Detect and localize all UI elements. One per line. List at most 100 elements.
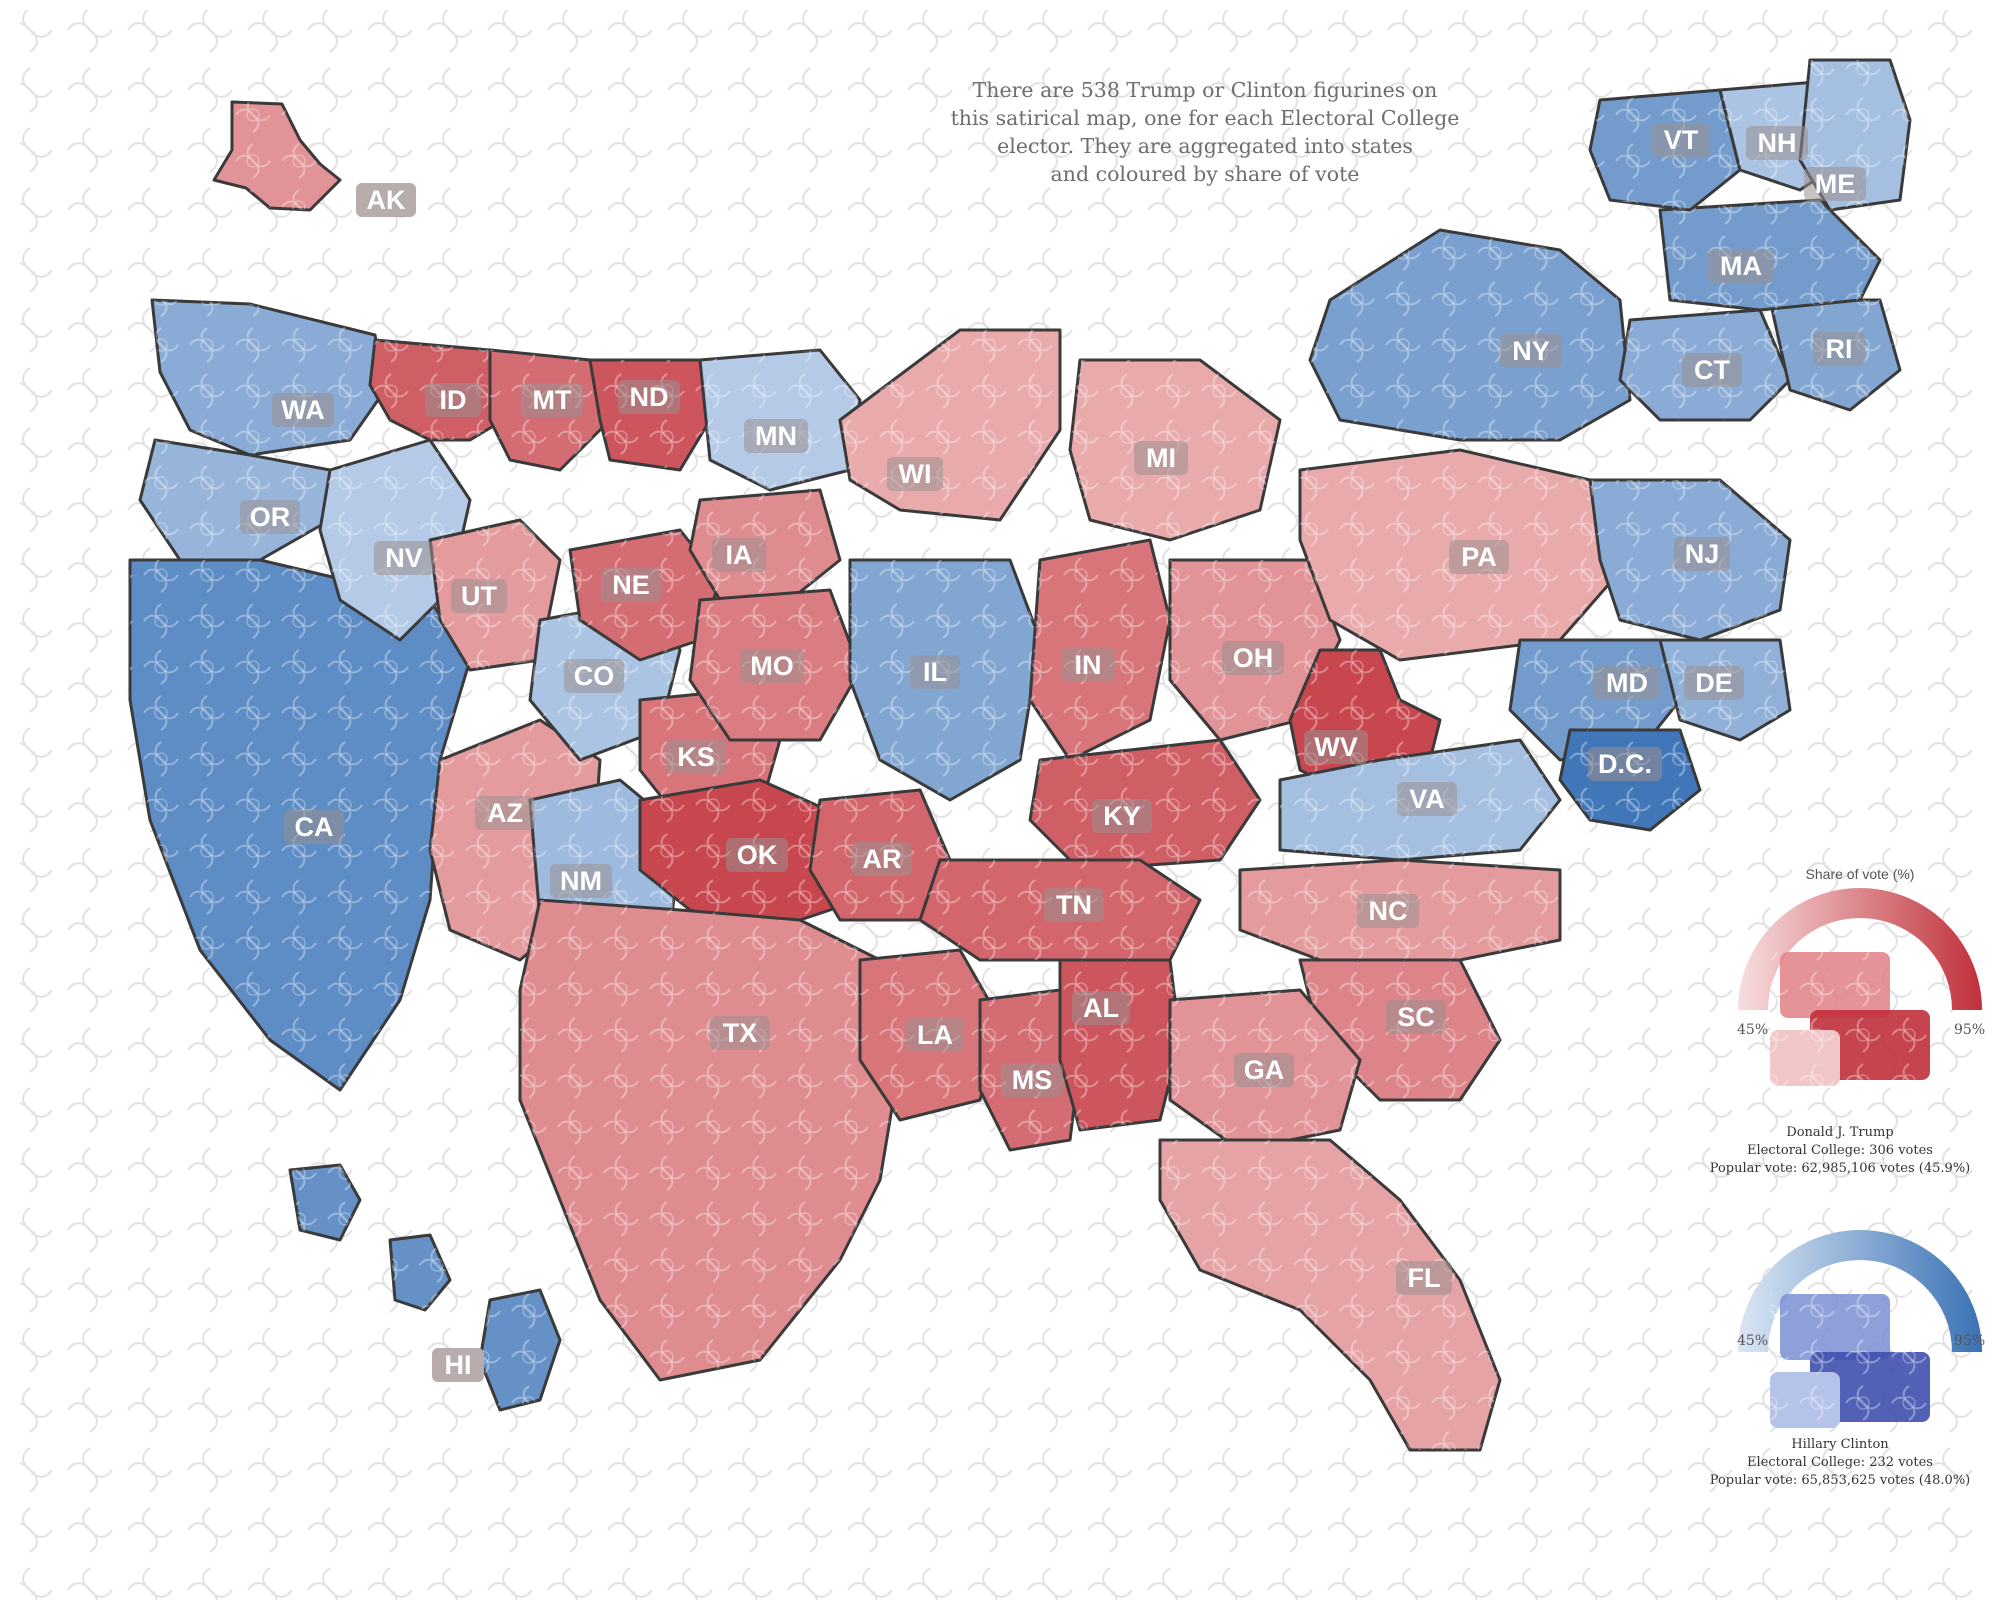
trump-electoral: Electoral College: 306 votes: [1747, 1143, 1933, 1158]
label-chip: [1397, 782, 1457, 816]
label-chip: [1092, 799, 1152, 833]
state-label-NE: NE: [612, 570, 650, 600]
clinton-electoral: Electoral College: 232 votes: [1747, 1455, 1933, 1470]
label-OK: OK: [726, 838, 788, 872]
clinton-figurine-block: [1770, 1294, 1930, 1428]
label-HI: HI: [432, 1348, 484, 1382]
label-chip: [1386, 1000, 1446, 1034]
label-chip: [272, 393, 334, 427]
label-NY: NY: [1500, 334, 1562, 368]
state-label-CO: CO: [574, 661, 615, 691]
label-NE: NE: [601, 568, 661, 602]
state-label-SC: SC: [1397, 1002, 1435, 1032]
state-label-IN: IN: [1075, 650, 1102, 680]
label-AL: AL: [1072, 991, 1130, 1025]
label-chip: [1594, 666, 1660, 700]
label-NJ: NJ: [1674, 537, 1730, 571]
state-label-ND: ND: [630, 382, 669, 412]
label-chip: [601, 568, 661, 602]
label-AR: AR: [852, 842, 912, 876]
label-chip: [356, 183, 416, 217]
label-chip: [710, 1016, 770, 1050]
clinton-figurines: [1770, 1294, 1930, 1428]
label-chip: [1072, 991, 1130, 1025]
label-chip: [1682, 353, 1742, 387]
label-chip: [1500, 334, 1562, 368]
state-label-OK: OK: [737, 840, 778, 870]
state-label-KS: KS: [677, 742, 715, 772]
state-label-NJ: NJ: [1685, 539, 1720, 569]
label-WA: WA: [272, 393, 334, 427]
label-chip: [712, 538, 766, 572]
label-chip: [550, 864, 612, 898]
state-label-GA: GA: [1244, 1055, 1285, 1085]
state-label-TX: TX: [723, 1018, 758, 1048]
label-MT: MT: [521, 383, 583, 417]
label-chip: [1001, 1063, 1063, 1097]
label-OH: OH: [1222, 641, 1284, 675]
label-DC: D.C.: [1588, 747, 1662, 781]
state-label-IL: IL: [923, 657, 947, 687]
label-chip: [852, 842, 912, 876]
label-chip: [1674, 537, 1730, 571]
state-label-UT: UT: [461, 581, 497, 611]
clinton-summary: Hillary Clinton Electoral College: 232 v…: [1690, 1436, 1990, 1490]
description-line: and coloured by share of vote: [1050, 162, 1360, 186]
label-VT: VT: [1652, 123, 1710, 157]
state-AL[interactable]: [1058, 958, 1182, 1132]
state-label-DC: D.C.: [1598, 749, 1652, 779]
label-TX: TX: [710, 1016, 770, 1050]
label-ME: ME: [1804, 167, 1866, 201]
state-label-NM: NM: [560, 866, 602, 896]
clinton-name: Hillary Clinton: [1791, 1437, 1889, 1452]
clinton-gauge-min: 45%: [1737, 1333, 1769, 1349]
label-MN: MN: [744, 419, 808, 453]
label-chip: [887, 457, 943, 491]
label-NM: NM: [550, 864, 612, 898]
clinton-gauge-arc: [1738, 1230, 1982, 1352]
state-label-MT: MT: [533, 385, 572, 415]
state-label-ID: ID: [440, 385, 467, 415]
state-label-VA: VA: [1409, 784, 1445, 814]
label-chip: [1746, 126, 1808, 160]
trump-gauge-min: 45%: [1737, 1022, 1769, 1038]
label-chip: [1222, 641, 1284, 675]
state-label-AL: AL: [1083, 993, 1119, 1023]
state-label-WV: WV: [1314, 732, 1358, 762]
label-CA: CA: [284, 810, 344, 844]
label-MO: MO: [740, 649, 804, 683]
label-AK: AK: [356, 183, 416, 217]
state-label-NY: NY: [1512, 336, 1550, 366]
state-label-MS: MS: [1012, 1065, 1053, 1095]
label-chip: [1588, 747, 1662, 781]
label-IL: IL: [910, 655, 960, 689]
state-label-AZ: AZ: [487, 798, 523, 828]
label-chip: [906, 1018, 964, 1052]
state-label-NC: NC: [1369, 896, 1408, 926]
description-line: this satirical map, one for each Elector…: [950, 106, 1460, 130]
state-label-HI: HI: [445, 1350, 472, 1380]
label-chip: [1061, 648, 1115, 682]
label-RI: RI: [1813, 332, 1865, 366]
state-label-TN: TN: [1056, 890, 1092, 920]
label-MS: MS: [1001, 1063, 1063, 1097]
state-label-IA: IA: [726, 540, 753, 570]
clinton-gauge: [1738, 1230, 1982, 1428]
trump-figurines: [1770, 952, 1930, 1086]
state-label-MD: MD: [1606, 668, 1648, 698]
label-UT: UT: [451, 579, 507, 613]
label-chip: [1652, 123, 1710, 157]
label-chip: [1357, 894, 1419, 928]
map-description: There are 538 Trump or Clinton figurines…: [900, 76, 1510, 188]
label-NH: NH: [1746, 126, 1808, 160]
description-line: elector. They are aggregated into states: [997, 134, 1413, 158]
label-chip: [1396, 1261, 1452, 1295]
label-chip: [1708, 249, 1774, 283]
label-chip: [521, 383, 583, 417]
label-CO: CO: [564, 659, 624, 693]
clinton-popular: Popular vote: 65,853,625 votes (48.0%): [1709, 1473, 1971, 1488]
label-PA: PA: [1449, 540, 1509, 574]
label-chip: [1449, 540, 1509, 574]
label-chip: [910, 655, 960, 689]
